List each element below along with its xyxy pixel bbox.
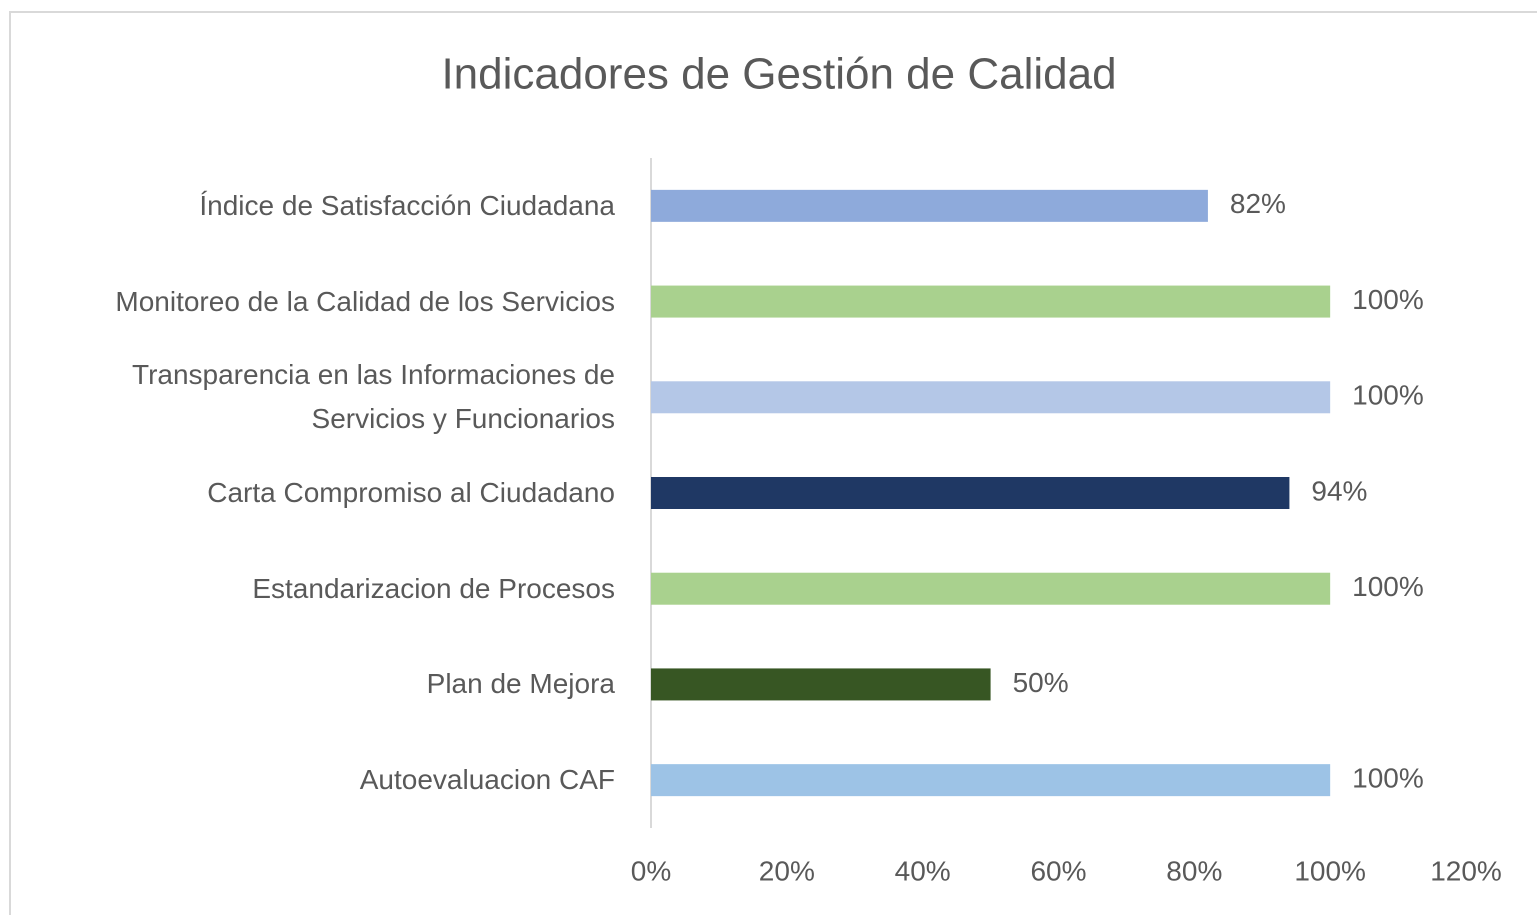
y-tick-label: Índice de Satisfacción Ciudadana [199,189,615,221]
bar [651,764,1331,797]
bar [651,189,1208,222]
x-tick-label: 60% [1030,855,1086,886]
data-label: 100% [1352,284,1424,315]
y-tick-label: Estandarizacion de Procesos [252,572,615,604]
bar [651,477,1290,509]
x-tick-label: 20% [759,855,815,886]
y-tick-label: Plan de Mejora [426,668,615,700]
y-tick-label: Transparencia en las Informaciones de Se… [132,359,615,435]
data-label: 94% [1311,475,1367,506]
x-tick-label: 0% [631,855,671,886]
x-tick-label: 80% [1166,855,1222,886]
y-tick-label: Carta Compromiso al Ciudadano [207,477,615,508]
chart-title: Indicadores de Gestión de Calidad [441,50,1116,99]
data-label: 100% [1352,571,1424,602]
bar [651,381,1331,414]
x-tick-label: 120% [1430,855,1502,886]
y-tick-label: Monitoreo de la Calidad de los Servicios [115,285,615,317]
data-label: 50% [1013,667,1069,698]
bar [651,285,1331,318]
x-tick-label: 40% [895,855,951,886]
bar [651,668,991,701]
chart-border [9,11,1537,915]
data-label: 100% [1352,380,1424,411]
x-tick-label: 100% [1294,855,1366,886]
data-label: 82% [1230,188,1286,219]
data-label: 100% [1352,763,1424,794]
bar [651,572,1331,605]
y-tick-label: Autoevaluacion CAF [359,764,615,796]
